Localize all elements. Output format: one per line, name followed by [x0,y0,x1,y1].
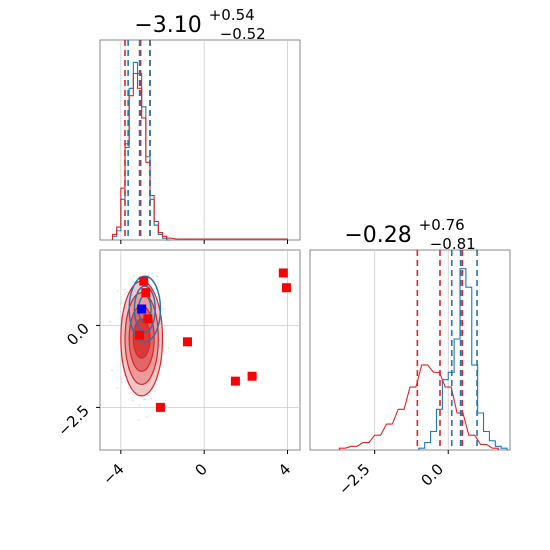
histogram-frame-param2 [309,249,511,451]
histogram-grid-param2 [374,250,449,450]
scatter-sample-point [132,281,135,284]
param2-series-0 [418,268,508,450]
scatter-sample-point [147,274,150,276]
scatter-xtick-label: 4 [275,460,294,479]
title-value-param2: −0.28 [344,223,411,248]
title-lower-error-param1: −0.52 [220,25,266,43]
scatter-sample-point [119,302,122,305]
scatter-sample-point [167,347,170,350]
scatter-sample-point [121,381,123,384]
blue-contour-level-1 [133,285,156,333]
scatter-sample-point [131,399,134,402]
red-square-marker [135,330,145,340]
scatter-sample-point [163,308,166,311]
scatter-sample-point [150,397,152,400]
histogram-ticks-param2: −2.5 0.0 [335,450,449,499]
scatter-sample-point [151,272,154,275]
histogram-title-param2: −0.28 +0.76 −0.81 [344,211,475,253]
title-upper-error-param1: +0.54 [209,6,255,24]
scatter-ytick-label: −2.5 [54,401,92,439]
red-square-marker [247,371,257,381]
scatter-sample-point [124,288,126,291]
red-square-marker [143,314,153,324]
red-square-marker [183,337,192,347]
red-square-marker [281,283,291,293]
red-square-marker [139,276,149,286]
scatter-square-markers [135,268,291,412]
histogram-title-param1: −3.10 +0.54 −0.52 [134,1,265,43]
histogram-series-param2 [338,268,508,450]
title-upper-error-param2: +0.76 [419,216,465,234]
histogram-frame-param1 [99,39,301,241]
scatter-xtick-label: 0 [192,460,211,479]
param2-series-1 [338,364,499,450]
param1-series-1 [111,72,289,240]
param2-xtick-label: −2.5 [335,460,373,498]
scatter-sample-point [116,290,119,293]
scatter-sample-point [137,419,140,421]
histogram-series-param1 [111,61,289,241]
scatter-sample-point [132,275,135,278]
histogram-ticks-param1 [120,240,288,244]
scatter-sample-point [124,293,126,296]
histogram-panel-param1: −3.10 +0.54 −0.52 [99,1,301,244]
scatter-xtick-label: −4 [99,460,127,488]
histogram-quantile-lines-param1 [124,40,151,240]
scatter-sample-point [120,377,123,380]
scatter-sample-point [109,320,111,323]
scatter-sample-point [138,404,141,407]
title-value-param1: −3.10 [134,13,201,38]
scatter-panel-joint: −4 0 4 0.0 −2.5 [54,249,301,489]
scatter-frame [99,249,301,451]
histogram-panel-param2: −2.5 0.0 −0.28 +0.76 −0.81 [309,211,511,499]
scatter-sample-point [116,386,119,389]
scatter-sample-point [126,291,128,294]
blue-square-marker [137,304,147,314]
scatter-sample-point [156,282,159,284]
scatter-sample-point [146,416,148,418]
red-square-marker [155,402,165,412]
red-square-marker [141,288,151,298]
blue-contour-level-0 [128,275,162,343]
red-square-marker [230,376,240,386]
scatter-sample-point [144,398,147,401]
scatter-ytick-label: 0.0 [63,320,93,350]
histogram-quantile-lines-param2 [416,250,478,450]
scatter-sample-point [127,387,130,390]
scatter-sample-point [111,369,113,372]
param2-xtick-label: 0.0 [417,460,447,490]
scatter-ticks: −4 0 4 0.0 −2.5 [54,320,294,489]
title-lower-error-param2: −0.81 [430,235,476,253]
scatter-sample-point [155,275,158,278]
red-square-marker [278,268,288,278]
